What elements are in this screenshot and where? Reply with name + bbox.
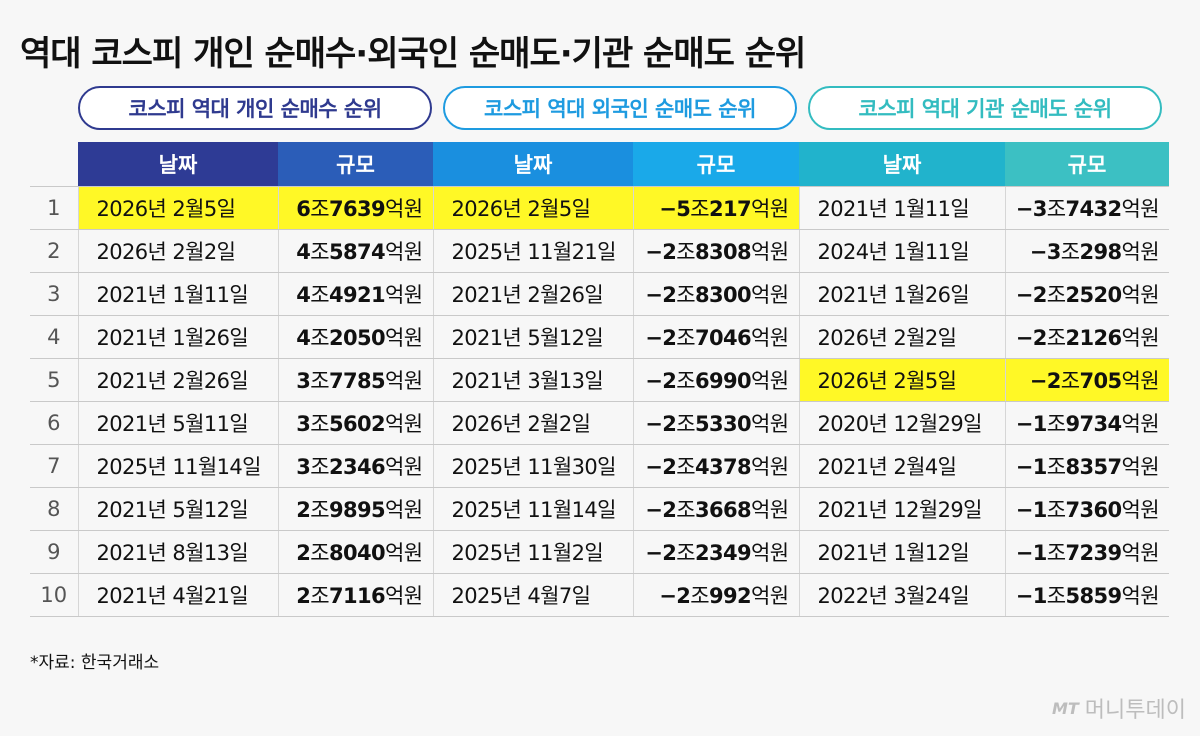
rank-header: [30, 142, 78, 187]
institution-date-cell: 2021년 1월12일: [798, 530, 1005, 574]
rank-cell: 5: [30, 358, 78, 402]
table-row: 9 2021년 8월13일 2조8040억원 2025년 11월2일 −2조2349억원…: [30, 530, 1169, 574]
institution-date-cell: 2021년 2월4일: [798, 444, 1005, 488]
rank-cell: 1: [30, 186, 78, 230]
table-row: 1 2026년 2월5일 6조7639억원 2026년 2월5일 −5조217억원 202…: [30, 186, 1169, 230]
individual-amount-cell: 4조2050억원: [277, 315, 433, 359]
rank-cell: 4: [30, 315, 78, 359]
foreign-date-cell: 2025년 11월2일: [432, 530, 633, 574]
individual-date-cell: 2021년 5월12일: [77, 487, 278, 531]
foreign-amount-cell: −5조217억원: [632, 186, 799, 230]
rank-cell: 3: [30, 272, 78, 316]
foreign-amount-cell: −2조992억원: [632, 573, 799, 617]
foreign-amount-cell: −2조8308억원: [632, 229, 799, 273]
individual-date-cell: 2026년 2월2일: [77, 229, 278, 273]
institution-amount-cell: −2조2126억원: [1004, 315, 1169, 359]
institution-date-cell: 2022년 3월24일: [798, 573, 1005, 617]
table-row: 2 2026년 2월2일 4조5874억원 2025년 11월21일 −2조8308억원…: [30, 229, 1169, 273]
header-institution-date: 날짜: [799, 142, 1005, 187]
institution-amount-cell: −2조705억원: [1004, 358, 1169, 402]
individual-date-cell: 2021년 1월11일: [77, 272, 278, 316]
table-row: 4 2021년 1월26일 4조2050억원 2021년 5월12일 −2조7046억원…: [30, 315, 1169, 359]
rank-cell: 6: [30, 401, 78, 445]
institution-date-cell: 2026년 2월2일: [798, 315, 1005, 359]
individual-date-cell: 2021년 4월21일: [77, 573, 278, 617]
institution-date-cell: 2020년 12월29일: [798, 401, 1005, 445]
foreign-amount-cell: −2조8300억원: [632, 272, 799, 316]
foreign-amount-cell: −2조4378억원: [632, 444, 799, 488]
section-label-individual: 코스피 역대 개인 순매수 순위: [78, 86, 432, 130]
institution-amount-cell: −1조5859억원: [1004, 573, 1169, 617]
individual-date-cell: 2025년 11월14일: [77, 444, 278, 488]
mt-logo-mark: MT: [1051, 698, 1079, 718]
institution-amount-cell: −3조298억원: [1004, 229, 1169, 273]
table-row: 7 2025년 11월14일 3조2346억원 2025년 11월30일 −2조4378…: [30, 444, 1169, 488]
table-row: 3 2021년 1월11일 4조4921억원 2021년 2월26일 −2조8300억원…: [30, 272, 1169, 316]
individual-amount-cell: 4조4921억원: [277, 272, 433, 316]
individual-date-cell: 2026년 2월5일: [77, 186, 278, 230]
rank-cell: 2: [30, 229, 78, 273]
institution-amount-cell: −2조2520억원: [1004, 272, 1169, 316]
institution-date-cell: 2021년 1월11일: [798, 186, 1005, 230]
foreign-date-cell: 2026년 2월2일: [432, 401, 633, 445]
institution-amount-cell: −1조9734억원: [1004, 401, 1169, 445]
foreign-amount-cell: −2조6990억원: [632, 358, 799, 402]
individual-date-cell: 2021년 8월13일: [77, 530, 278, 574]
institution-date-cell: 2026년 2월5일: [798, 358, 1005, 402]
rank-cell: 7: [30, 444, 78, 488]
header-individual-date: 날짜: [78, 142, 278, 187]
individual-amount-cell: 2조8040억원: [277, 530, 433, 574]
individual-amount-cell: 2조7116억원: [277, 573, 433, 617]
institution-date-cell: 2021년 1월26일: [798, 272, 1005, 316]
table-row: 10 2021년 4월21일 2조7116억원 2025년 4월7일 −2조992억원 2…: [30, 573, 1169, 617]
page-title: 역대 코스피 개인 순매수·외국인 순매도·기관 순매도 순위: [20, 34, 806, 74]
table-row: 8 2021년 5월12일 2조9895억원 2025년 11월14일 −2조3668억…: [30, 487, 1169, 531]
institution-amount-cell: −1조7239억원: [1004, 530, 1169, 574]
header-individual-amount: 규모: [278, 142, 433, 187]
foreign-date-cell: 2021년 3월13일: [432, 358, 633, 402]
rank-cell: 9: [30, 530, 78, 574]
table-row: 6 2021년 5월11일 3조5602억원 2026년 2월2일 −2조5330억원 2…: [30, 401, 1169, 445]
foreign-date-cell: 2021년 2월26일: [432, 272, 633, 316]
individual-amount-cell: 3조7785억원: [277, 358, 433, 402]
foreign-date-cell: 2021년 5월12일: [432, 315, 633, 359]
rank-cell: 8: [30, 487, 78, 531]
section-label-institution: 코스피 역대 기관 순매도 순위: [808, 86, 1162, 130]
publisher-logo: MT 머니투데이: [1052, 692, 1186, 724]
individual-date-cell: 2021년 2월26일: [77, 358, 278, 402]
institution-amount-cell: −1조7360억원: [1004, 487, 1169, 531]
individual-amount-cell: 6조7639억원: [277, 186, 433, 230]
institution-date-cell: 2021년 12월29일: [798, 487, 1005, 531]
source-note: *자료: 한국거래소: [30, 653, 160, 673]
institution-amount-cell: −3조7432억원: [1004, 186, 1169, 230]
individual-amount-cell: 4조5874억원: [277, 229, 433, 273]
individual-date-cell: 2021년 5월11일: [77, 401, 278, 445]
ranking-table: 날짜 규모 날짜 규모 날짜 규모 1 2026년 2월5일 6조7639억원 202…: [30, 142, 1169, 617]
foreign-date-cell: 2026년 2월5일: [432, 186, 633, 230]
individual-amount-cell: 3조5602억원: [277, 401, 433, 445]
foreign-amount-cell: −2조2349억원: [632, 530, 799, 574]
foreign-amount-cell: −2조7046억원: [632, 315, 799, 359]
header-foreign-amount: 규모: [633, 142, 799, 187]
foreign-amount-cell: −2조3668억원: [632, 487, 799, 531]
individual-amount-cell: 3조2346억원: [277, 444, 433, 488]
header-institution-amount: 규모: [1005, 142, 1169, 187]
table-row: 5 2021년 2월26일 3조7785억원 2021년 3월13일 −2조6990억원…: [30, 358, 1169, 402]
foreign-date-cell: 2025년 4월7일: [432, 573, 633, 617]
foreign-amount-cell: −2조5330억원: [632, 401, 799, 445]
individual-date-cell: 2021년 1월26일: [77, 315, 278, 359]
institution-amount-cell: −1조8357억원: [1004, 444, 1169, 488]
foreign-date-cell: 2025년 11월21일: [432, 229, 633, 273]
institution-date-cell: 2024년 1월11일: [798, 229, 1005, 273]
foreign-date-cell: 2025년 11월14일: [432, 487, 633, 531]
logo-text: 머니투데이: [1084, 698, 1186, 723]
header-foreign-date: 날짜: [433, 142, 633, 187]
section-label-foreign: 코스피 역대 외국인 순매도 순위: [443, 86, 797, 130]
foreign-date-cell: 2025년 11월30일: [432, 444, 633, 488]
header-row: 날짜 규모 날짜 규모 날짜 규모: [30, 142, 1169, 187]
individual-amount-cell: 2조9895억원: [277, 487, 433, 531]
rank-cell: 10: [30, 573, 78, 617]
